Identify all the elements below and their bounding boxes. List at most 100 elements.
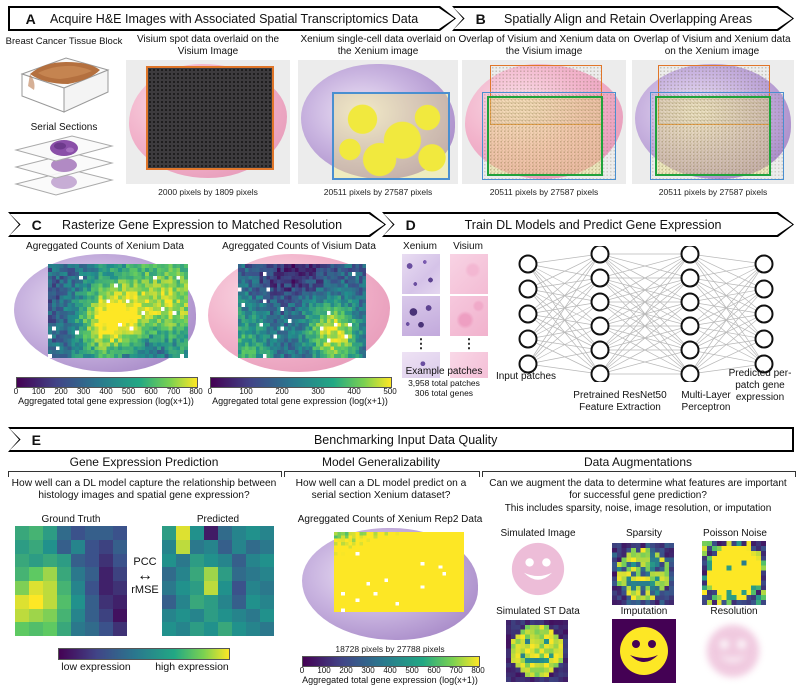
xenium-image: [298, 60, 458, 184]
panel-b-title: Spatially Align and Retain Overlapping A…: [504, 11, 753, 26]
pcc-label: PCC: [133, 556, 157, 568]
overlap-visium-label: Overlap of Visium and Xenium data on the…: [458, 34, 630, 57]
poisson-noise-smiley: [702, 541, 766, 605]
visium-counts-image: [206, 252, 392, 374]
overlap-xenium-tissue: [635, 64, 791, 179]
overlap-visium-caption: 20511 pixels by 27587 pixels: [489, 187, 599, 197]
xenium-counts-label: Agreggated Counts of Xenium Data: [26, 241, 184, 252]
overlap-xenium-image: [632, 60, 794, 184]
simulated-image-label: Simulated Image: [500, 528, 576, 539]
overlap-xenium-caption: 20511 pixels by 27587 pixels: [658, 187, 768, 197]
resolution-label: Resolution: [710, 606, 758, 617]
visium-spot-grid-overlay: [146, 66, 274, 170]
resnet-label: Pretrained ResNet50 Feature Extraction: [573, 390, 667, 413]
rep2-heatmap: [334, 532, 464, 612]
xenium-patch-2: [402, 296, 440, 336]
panel-e-letter: E: [31, 431, 41, 448]
mlp-label: Multi-Layer Perceptron: [681, 390, 731, 413]
metric-block: PCC ↔ rMSE: [128, 556, 162, 596]
xenium-patch-col-label: Xenium: [403, 241, 437, 252]
ground-truth-heatmap: [15, 526, 127, 636]
panel-d-banner-face: D Train DL Models and Predict Gene Expre…: [384, 214, 793, 236]
tissue-block-label: Breast Cancer Tissue Block: [5, 36, 123, 47]
expression-colorbar: [58, 648, 230, 660]
visium-image-label: Visium spot data overlaid on the Visium …: [136, 34, 280, 57]
serial-sections-label: Serial Sections: [30, 122, 98, 133]
xenium-patch-ellipsis: ⋮: [414, 336, 428, 351]
panel-c-title: Rasterize Gene Expression to Matched Res…: [62, 217, 343, 232]
section2-bracket: [284, 471, 480, 477]
panel-d-title: Train DL Models and Predict Gene Express…: [464, 217, 722, 232]
high-expression-label: high expression: [155, 661, 229, 673]
panel-c-banner-face: C Rasterize Gene Expression to Matched R…: [10, 214, 385, 236]
panel-e-banner: E Benchmarking Input Data Quality: [8, 427, 794, 452]
predicted-label: Predicted: [196, 514, 240, 525]
overlap-area-box-2: [655, 96, 771, 176]
rep2-colorbar-label: Aggregated total gene expression (log(x+…: [302, 675, 478, 685]
xenium-cells-overlay: [332, 92, 450, 180]
xenium-area-box: [482, 92, 616, 180]
imputation-smiley: [612, 619, 676, 683]
overlap-visium-image: [462, 60, 626, 184]
visium-colorbar-ticks: 0 100 200 300 400 500: [207, 387, 397, 396]
ground-truth-label: Ground Truth: [41, 514, 101, 525]
sparsity-label: Sparsity: [625, 528, 663, 539]
panel-b-banner: B Spatially Align and Retain Overlapping…: [452, 6, 794, 31]
poisson-noise-label: Poisson Noise: [703, 528, 767, 539]
overlap-visium-tissue: [465, 64, 623, 179]
xenium-colorbar-ticks: 0 100 200 300 400 500 600 700 800: [13, 387, 203, 396]
visium-counts-heatmap: [238, 264, 366, 358]
panel-d-letter: D: [405, 216, 416, 233]
low-expression-label: low expression: [61, 661, 131, 673]
section1-bracket: [8, 471, 282, 477]
xenium-patch-1: [402, 254, 440, 294]
visium-patch-col-label: Visium: [453, 241, 483, 252]
panel-a-letter: A: [25, 10, 36, 27]
example-patches-label: Example patches: [405, 366, 483, 377]
visium-patch-3: [450, 352, 488, 378]
simulated-image-smiley: [511, 542, 565, 596]
section3-note: This includes sparsity, noise, image res…: [504, 503, 772, 514]
xenium-counts-image: [12, 252, 198, 374]
rep2-colorbar-ticks: 0 100 200 300 400 500 600 700 800: [299, 666, 485, 675]
simulated-st-label: Simulated ST Data: [496, 606, 580, 617]
xenium-colorbar-label: Aggregated total gene expression (log(x+…: [18, 396, 194, 406]
visium-image-caption: 2000 pixels by 1809 pixels: [158, 187, 258, 197]
neural-network-diagram: [518, 246, 774, 382]
panel-c-banner: C Rasterize Gene Expression to Matched R…: [8, 212, 386, 237]
visium-area-box-2: [658, 65, 770, 125]
section2-question: How well can a DL model predict on a ser…: [295, 478, 467, 502]
rep2-caption: 18728 pixels by 27788 pixels: [335, 644, 445, 654]
resolution-smiley: [706, 624, 760, 678]
visium-patch-2: [450, 296, 488, 336]
visium-patch-ellipsis: ⋮: [462, 336, 476, 351]
serial-sections-illustration: [14, 135, 114, 196]
overlap-xenium-label: Overlap of Visium and Xenium data on the…: [633, 34, 791, 57]
rep2-image: [300, 526, 480, 642]
overlap-area-box: [487, 96, 603, 176]
visium-area-box: [490, 65, 602, 125]
panel-b-banner-face: B Spatially Align and Retain Overlapping…: [454, 8, 793, 30]
section1-title: Gene Expression Prediction: [69, 455, 219, 469]
panel-e-title: Benchmarking Input Data Quality: [313, 432, 498, 447]
panel-a-title: Acquire H&E Images with Associated Spati…: [49, 11, 419, 26]
visium-image: [126, 60, 290, 184]
xenium-counts-heatmap: [48, 264, 188, 358]
panel-e-banner-face: E Benchmarking Input Data Quality: [9, 428, 793, 451]
section3-bracket: [482, 471, 796, 477]
xenium-image-label: Xenium single-cell data overlaid on the …: [300, 34, 456, 57]
section3-title: Data Augmentations: [583, 455, 693, 469]
section1-question: How well can a DL model capture the rela…: [11, 478, 277, 502]
double-arrow-icon: ↔: [137, 567, 153, 584]
xenium-image-caption: 20511 pixels by 27587 pixels: [323, 187, 433, 197]
panel-b-letter: B: [475, 10, 486, 27]
xenium-patch-3: [402, 352, 440, 378]
input-patches-label: Input patches: [495, 371, 557, 382]
imputation-label: Imputation: [620, 606, 668, 617]
predicted-heatmap: [162, 526, 274, 636]
panel-c-letter: C: [31, 216, 42, 233]
xenium-area-box-2: [650, 92, 784, 180]
panel-a-banner-face: A Acquire H&E Images with Associated Spa…: [10, 8, 455, 30]
panel-a-banner: A Acquire H&E Images with Associated Spa…: [8, 6, 456, 31]
